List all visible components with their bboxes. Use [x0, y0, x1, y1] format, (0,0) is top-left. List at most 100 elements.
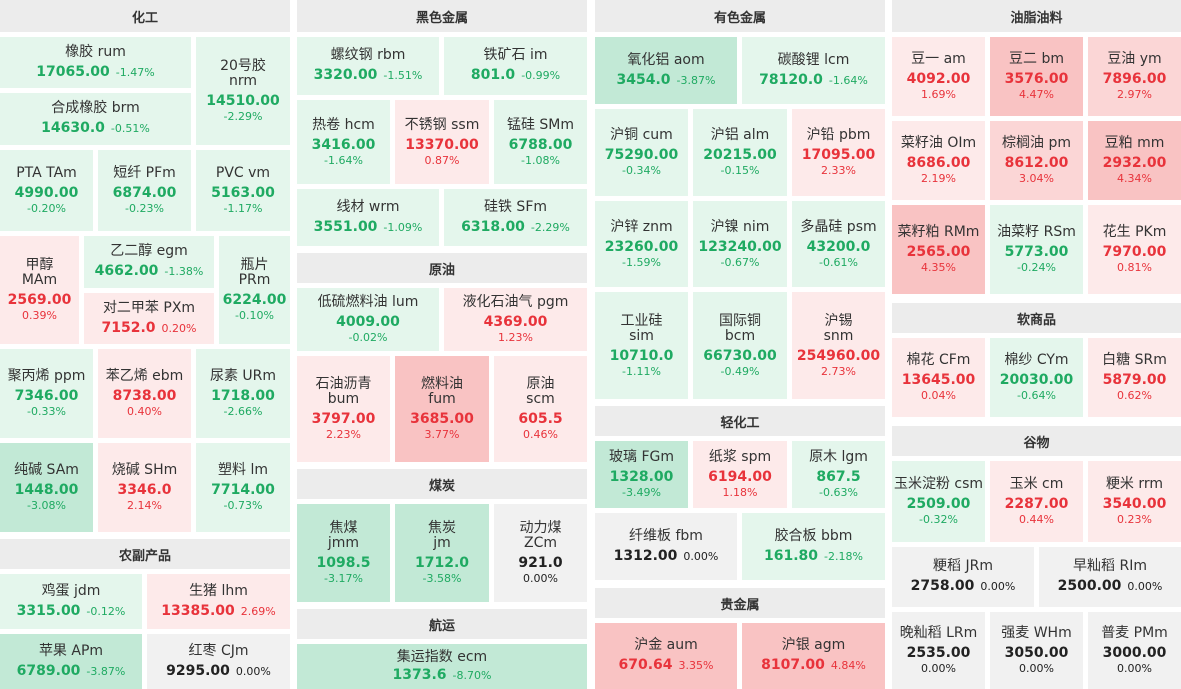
tile-coke-j[interactable]: 焦炭 jm 1712.0 -3.58% — [395, 504, 489, 602]
tile-price: 3320.00 — [313, 67, 378, 83]
tile-name: 沪铅 pbm — [806, 127, 871, 143]
tile-nickel-ni[interactable]: 沪镍 nim 123240.00 -0.67% — [693, 201, 787, 287]
tile-copper-cu[interactable]: 沪铜 cum 75290.00 -0.34% — [595, 109, 688, 196]
tile-rapeseed-meal-rm[interactable]: 菜籽粕 RMm 2565.00 4.35% — [892, 205, 985, 294]
tile-iron-ore-i[interactable]: 铁矿石 im 801.0 -0.99% — [444, 37, 587, 95]
tile-ferrosilicon-sf[interactable]: 硅铁 SFm 6318.00 -2.29% — [444, 189, 587, 246]
tile-rubber-nr[interactable]: 20号胶 nrm 14510.00 -2.29% — [196, 37, 290, 145]
tile-aluminum-al[interactable]: 沪铝 alm 20215.00 -0.15% — [693, 109, 787, 196]
tile-soda-ash-sa[interactable]: 纯碱 SAm 1448.00 -3.08% — [0, 443, 93, 532]
tile-cotton-cf[interactable]: 棉花 CFm 13645.00 0.04% — [892, 338, 985, 417]
tile-egg-jd[interactable]: 鸡蛋 jdm 3315.00 -0.12% — [0, 574, 142, 629]
tile-change: 0.00% — [235, 664, 271, 678]
tile-wire-rod-wr[interactable]: 线材 wrm 3551.00 -1.09% — [297, 189, 439, 246]
tile-price: 3540.00 — [1102, 496, 1167, 512]
tile-peanut-pk[interactable]: 花生 PKm 7970.00 0.81% — [1088, 205, 1181, 294]
tile-rebar-rb[interactable]: 螺纹钢 rbm 3320.00 -1.51% — [297, 37, 439, 95]
tile-red-date-cj[interactable]: 红枣 CJm 9295.00 0.00% — [147, 634, 290, 689]
tile-thermal-coal-zc[interactable]: 动力煤 ZCm 921.0 0.00% — [494, 504, 587, 602]
tile-name: 白糖 SRm — [1102, 352, 1167, 368]
tile-zinc-zn[interactable]: 沪锌 znm 23260.00 -1.59% — [595, 201, 688, 287]
tile-pulp-sp[interactable]: 纸浆 spm 6194.00 1.18% — [693, 441, 787, 508]
tile-methanol-ma[interactable]: 甲醇 MAm 2569.00 0.39% — [0, 236, 79, 344]
tile-change: 3.04% — [1019, 172, 1054, 185]
tile-polypropylene-pp[interactable]: 聚丙烯 ppm 7346.00 -0.33% — [0, 349, 93, 438]
tile-tin-sn[interactable]: 沪锡 snm 254960.00 2.73% — [792, 292, 885, 399]
tile-corn-c[interactable]: 玉米 cm 2287.00 0.44% — [990, 461, 1083, 542]
tile-palm-oil-p[interactable]: 棕榈油 pm 8612.00 3.04% — [990, 121, 1083, 200]
tile-name: 纯碱 SAm — [14, 462, 79, 478]
tile-change: 2.33% — [821, 164, 856, 177]
tile-soybean1-a[interactable]: 豆一 am 4092.00 1.69% — [892, 37, 985, 116]
tile-price: 3000.00 — [1102, 645, 1167, 661]
tile-paraxylene-px[interactable]: 对二甲苯 PXm 7152.0 0.20% — [84, 293, 214, 344]
tile-silicomanganese-sm[interactable]: 锰硅 SMm 6788.00 -1.08% — [494, 100, 587, 184]
tile-change: -2.29% — [530, 220, 570, 234]
tile-rapeseed-oil-oi[interactable]: 菜籽油 OIm 8686.00 2.19% — [892, 121, 985, 200]
tile-low-sulfur-fuel-lu[interactable]: 低硫燃料油 lum 4009.00 -0.02% — [297, 288, 439, 351]
tile-bitumen-bu[interactable]: 石油沥青 bum 3797.00 2.23% — [297, 356, 390, 462]
tile-glass-fg[interactable]: 玻璃 FGm 1328.00 -3.49% — [595, 441, 688, 508]
tile-live-hog-lh[interactable]: 生猪 lhm 13385.00 2.69% — [147, 574, 290, 629]
tile-synthetic-rubber-br[interactable]: 合成橡胶 brm 14630.0 -0.51% — [0, 93, 191, 145]
tile-common-wheat-pm[interactable]: 普麦 PMm 3000.00 0.00% — [1088, 612, 1181, 689]
tile-polysilicon-ps[interactable]: 多晶硅 psm 43200.0 -0.61% — [792, 201, 885, 287]
tile-corn-starch-cs[interactable]: 玉米淀粉 csm 2509.00 -0.32% — [892, 461, 985, 542]
tile-hot-coil-hc[interactable]: 热卷 hcm 3416.00 -1.64% — [297, 100, 390, 184]
tile-japonica-paddy-jr[interactable]: 粳稻 JRm 2758.00 0.00% — [892, 547, 1034, 607]
tile-name: 玻璃 FGm — [609, 449, 674, 465]
section-header-ferrous: 黑色金属 — [297, 0, 587, 32]
tile-urea-ur[interactable]: 尿素 URm 1718.00 -2.66% — [196, 349, 290, 438]
tile-japonica-rice-rr[interactable]: 粳米 rrm 3540.00 0.23% — [1088, 461, 1181, 542]
tile-pvc-v[interactable]: PVC vm 5163.00 -1.17% — [196, 150, 290, 231]
tile-ethylene-glycol-eg[interactable]: 乙二醇 egm 4662.00 -1.38% — [84, 236, 214, 288]
tile-soybean2-b[interactable]: 豆二 bm 3576.00 4.47% — [990, 37, 1083, 116]
tile-plastic-l[interactable]: 塑料 lm 7714.00 -0.73% — [196, 443, 290, 532]
tile-industrial-silicon-si[interactable]: 工业硅 sim 10710.0 -1.11% — [595, 292, 688, 399]
tile-late-rice-lr[interactable]: 晚籼稻 LRm 2535.00 0.00% — [892, 612, 985, 689]
tile-lithium-carbonate-lc[interactable]: 碳酸锂 lcm 78120.0 -1.64% — [742, 37, 885, 104]
tile-name: 粳米 rrm — [1105, 476, 1164, 492]
tile-lead-pb[interactable]: 沪铅 pbm 17095.00 2.33% — [792, 109, 885, 196]
tile-log-lg[interactable]: 原木 lgm 867.5 -0.63% — [792, 441, 885, 508]
tile-rapeseed-rs[interactable]: 油菜籽 RSm 5773.00 -0.24% — [990, 205, 1083, 294]
tile-staple-fiber-pf[interactable]: 短纤 PFm 6874.00 -0.23% — [98, 150, 191, 231]
tile-bottle-chip-pr[interactable]: 瓶片 PRm 6224.00 -0.10% — [219, 236, 290, 344]
tile-price: 4662.00 — [94, 263, 159, 279]
tile-lpg-pg[interactable]: 液化石油气 pgm 4369.00 1.23% — [444, 288, 587, 351]
tile-alumina-ao[interactable]: 氧化铝 aom 3454.0 -3.87% — [595, 37, 737, 104]
tile-sugar-sr[interactable]: 白糖 SRm 5879.00 0.62% — [1088, 338, 1181, 417]
tile-name: 焦炭 — [428, 520, 456, 536]
tile-cotton-yarn-cy[interactable]: 棉纱 CYm 20030.00 -0.64% — [990, 338, 1083, 417]
tile-intl-copper-bc[interactable]: 国际铜 bcm 66730.00 -0.49% — [693, 292, 787, 399]
tile-fuel-oil-fu[interactable]: 燃料油 fum 3685.00 3.77% — [395, 356, 489, 462]
tile-name: 沪铝 alm — [710, 127, 770, 143]
tile-name: 乙二醇 egm — [110, 243, 188, 259]
tile-caustic-soda-sh[interactable]: 烧碱 SHm 3346.0 2.14% — [98, 443, 191, 532]
tile-name: 生猪 lhm — [189, 582, 248, 599]
tile-container-index-ec[interactable]: 集运指数 ecm 1373.6 -8.70% — [297, 644, 587, 689]
section-header-crude: 原油 — [297, 253, 587, 283]
tile-soymeal-m[interactable]: 豆粕 mm 2932.00 4.34% — [1088, 121, 1181, 200]
tile-pta-ta[interactable]: PTA TAm 4990.00 -0.20% — [0, 150, 93, 231]
tile-code: sim — [629, 327, 654, 344]
tile-plywood-bb[interactable]: 胶合板 bbm 161.80 -2.18% — [742, 513, 885, 580]
tile-stainless-ss[interactable]: 不锈钢 ssm 13370.00 0.87% — [395, 100, 489, 184]
tile-apple-ap[interactable]: 苹果 APm 6789.00 -3.87% — [0, 634, 142, 689]
section-header-precious: 贵金属 — [595, 588, 885, 618]
tile-change: 3.77% — [424, 428, 460, 441]
tile-change: 1.18% — [722, 486, 758, 499]
tile-strong-wheat-wh[interactable]: 强麦 WHm 3050.00 0.00% — [990, 612, 1083, 689]
tile-soy-oil-y[interactable]: 豆油 ym 7896.00 2.97% — [1088, 37, 1181, 116]
tile-crude-oil-sc[interactable]: 原油 scm 605.5 0.46% — [494, 356, 587, 462]
tile-price: 4990.00 — [14, 185, 79, 201]
tile-fiberboard-fb[interactable]: 纤维板 fbm 1312.00 0.00% — [595, 513, 737, 580]
tile-early-rice-ri[interactable]: 早籼稻 RIm 2500.00 0.00% — [1039, 547, 1181, 607]
tile-silver-ag[interactable]: 沪银 agm 8107.00 4.84% — [742, 623, 885, 689]
tile-gold-au[interactable]: 沪金 aum 670.64 3.35% — [595, 623, 737, 689]
tile-coking-coal-jm[interactable]: 焦煤 jmm 1098.5 -3.17% — [297, 504, 390, 602]
tile-name: 沪铜 cum — [610, 127, 673, 143]
tile-change: 0.81% — [1117, 261, 1152, 274]
tile-styrene-eb[interactable]: 苯乙烯 ebm 8738.00 0.40% — [98, 349, 191, 438]
tile-rubber-ru[interactable]: 橡胶 rum 17065.00 -1.47% — [0, 37, 191, 88]
